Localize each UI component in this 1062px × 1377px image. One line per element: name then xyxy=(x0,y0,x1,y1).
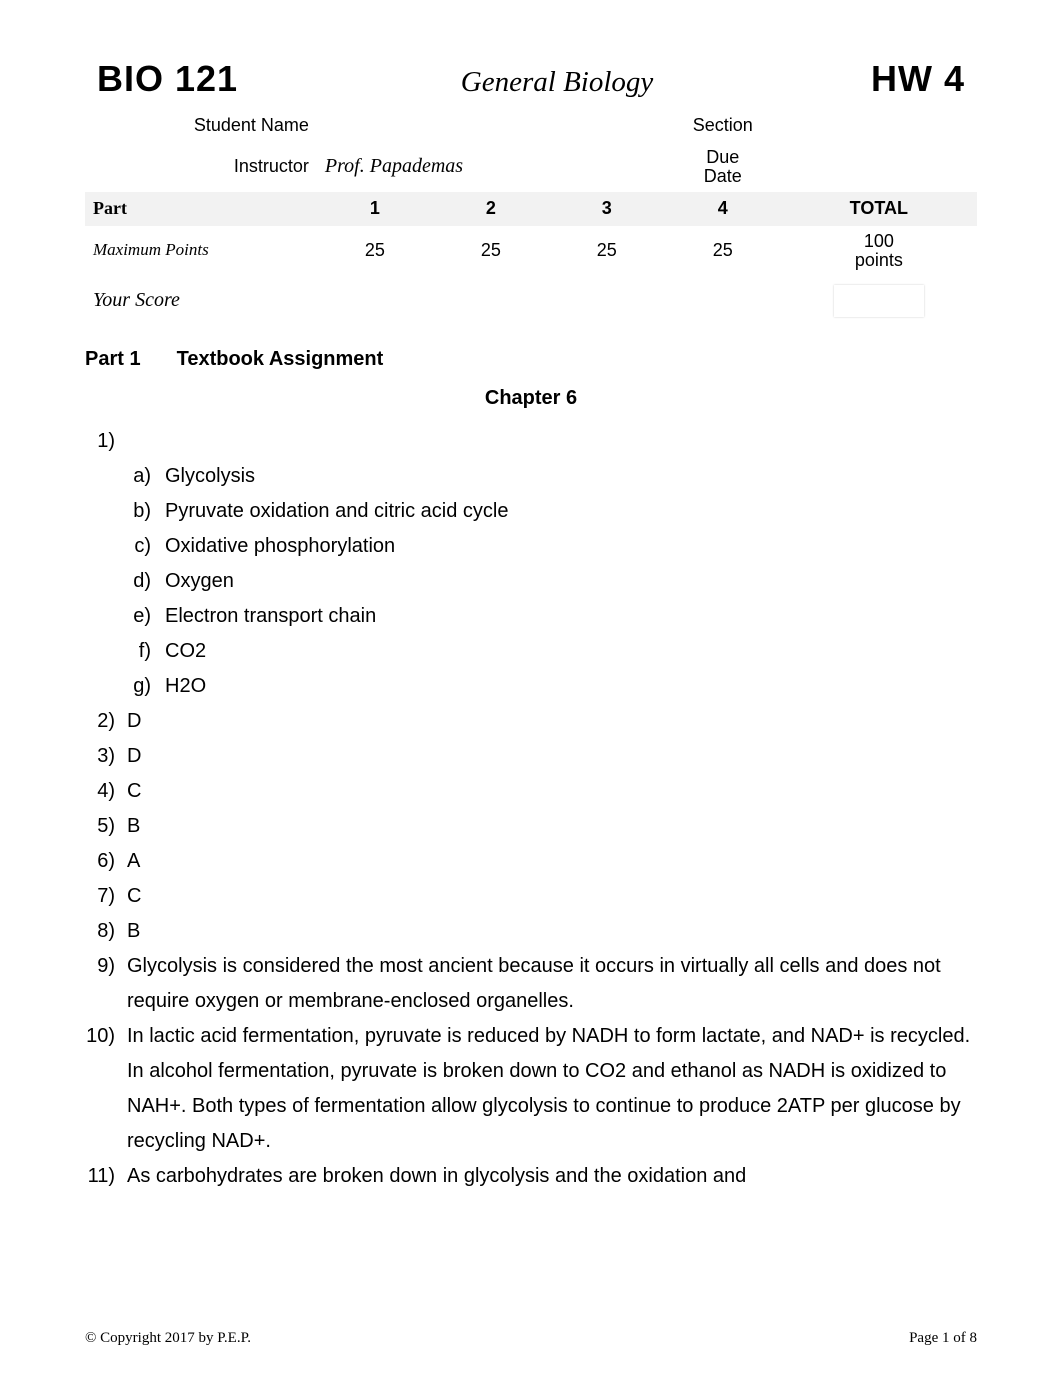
q11-number: 11) xyxy=(85,1159,127,1194)
course-title: General Biology xyxy=(340,66,774,99)
q1-sub-c: c)Oxidative phosphorylation xyxy=(85,529,977,564)
q1b-text: Pyruvate oxidation and citric acid cycle xyxy=(165,494,977,529)
part-col-1: 1 xyxy=(317,192,433,226)
header-grid: Student Name Section Instructor Prof. Pa… xyxy=(85,108,977,326)
instructor-value: Prof. Papademas xyxy=(317,142,665,192)
question-8: 8)B xyxy=(85,914,977,949)
due-label-line2: Date xyxy=(704,167,742,186)
header-top-row: BIO 121 General Biology HW 4 xyxy=(85,50,977,108)
q8-answer: B xyxy=(127,914,977,949)
q2-number: 2) xyxy=(85,704,127,739)
question-5: 5)B xyxy=(85,809,977,844)
copyright-text: © Copyright 2017 by P.E.P. xyxy=(85,1330,251,1347)
page-footer: © Copyright 2017 by P.E.P. Page 1 of 8 xyxy=(85,1330,977,1347)
question-3: 3)D xyxy=(85,739,977,774)
section-number: Part 1 xyxy=(85,348,141,371)
q1c-label: c) xyxy=(85,529,165,564)
q1-sub-b: b)Pyruvate oxidation and citric acid cyc… xyxy=(85,494,977,529)
score-4 xyxy=(665,276,781,326)
question-6: 6)A xyxy=(85,844,977,879)
q1f-label: f) xyxy=(85,634,165,669)
q1-body xyxy=(127,424,977,459)
q1g-text: H2O xyxy=(165,669,977,704)
score-total-cell xyxy=(781,276,977,326)
chapter-title: Chapter 6 xyxy=(85,387,977,410)
total-points-unit: points xyxy=(855,251,903,270)
part-label: Part xyxy=(85,192,317,226)
question-2: 2)D xyxy=(85,704,977,739)
q1d-text: Oxygen xyxy=(165,564,977,599)
q1-sub-d: d)Oxygen xyxy=(85,564,977,599)
section-heading: Part 1 Textbook Assignment xyxy=(85,346,977,373)
q1-sub-g: g)H2O xyxy=(85,669,977,704)
student-name-label: Student Name xyxy=(85,108,317,142)
max-points-label: Maximum Points xyxy=(85,226,317,276)
due-label-line1: Due xyxy=(706,148,739,167)
q1a-text: Glycolysis xyxy=(165,459,977,494)
q10-answer: In lactic acid fermentation, pyruvate is… xyxy=(127,1019,977,1159)
q9-number: 9) xyxy=(85,949,127,1019)
max-points-4: 25 xyxy=(665,226,781,276)
q1f-text: CO2 xyxy=(165,634,977,669)
your-score-label: Your Score xyxy=(85,276,317,326)
q1-number: 1) xyxy=(85,424,127,459)
course-code: BIO 121 xyxy=(97,58,340,100)
question-10: 10)In lactic acid fermentation, pyruvate… xyxy=(85,1019,977,1159)
q1d-label: d) xyxy=(85,564,165,599)
question-9: 9)Glycolysis is considered the most anci… xyxy=(85,949,977,1019)
question-11: 11)As carbohydrates are broken down in g… xyxy=(85,1159,977,1194)
instructor-label: Instructor xyxy=(85,142,317,192)
question-4: 4)C xyxy=(85,774,977,809)
q1c-text: Oxidative phosphorylation xyxy=(165,529,977,564)
q9-answer: Glycolysis is considered the most ancien… xyxy=(127,949,977,1019)
score-1 xyxy=(317,276,433,326)
page-number: Page 1 of 8 xyxy=(909,1330,977,1347)
q1g-label: g) xyxy=(85,669,165,704)
q6-number: 6) xyxy=(85,844,127,879)
q7-answer: C xyxy=(127,879,977,914)
q1-sub-a: a)Glycolysis xyxy=(85,459,977,494)
section-value xyxy=(781,108,977,142)
part-col-2: 2 xyxy=(433,192,549,226)
q1-sub-e: e)Electron transport chain xyxy=(85,599,977,634)
total-points: 100 points xyxy=(781,226,977,276)
q5-number: 5) xyxy=(85,809,127,844)
q1e-text: Electron transport chain xyxy=(165,599,977,634)
q1a-label: a) xyxy=(85,459,165,494)
score-total-box xyxy=(834,285,924,317)
score-3 xyxy=(549,276,665,326)
q10-number: 10) xyxy=(85,1019,127,1159)
assignment-header: BIO 121 General Biology HW 4 Student Nam… xyxy=(85,50,977,326)
q1-sub-f: f)CO2 xyxy=(85,634,977,669)
q8-number: 8) xyxy=(85,914,127,949)
q3-answer: D xyxy=(127,739,977,774)
part-col-3: 3 xyxy=(549,192,665,226)
q5-answer: B xyxy=(127,809,977,844)
homework-code: HW 4 xyxy=(774,58,965,100)
score-2 xyxy=(433,276,549,326)
answers-list: 1) a)Glycolysis b)Pyruvate oxidation and… xyxy=(85,424,977,1194)
section-title: Textbook Assignment xyxy=(177,348,384,371)
max-points-3: 25 xyxy=(549,226,665,276)
q1b-label: b) xyxy=(85,494,165,529)
max-points-1: 25 xyxy=(317,226,433,276)
part-total-label: TOTAL xyxy=(781,192,977,226)
total-points-value: 100 xyxy=(864,232,894,251)
part-col-4: 4 xyxy=(665,192,781,226)
q1e-label: e) xyxy=(85,599,165,634)
due-date-label: Due Date xyxy=(665,142,781,192)
q4-answer: C xyxy=(127,774,977,809)
q3-number: 3) xyxy=(85,739,127,774)
q6-answer: A xyxy=(127,844,977,879)
q11-answer: As carbohydrates are broken down in glyc… xyxy=(127,1159,977,1194)
section-label: Section xyxy=(665,108,781,142)
question-7: 7)C xyxy=(85,879,977,914)
q2-answer: D xyxy=(127,704,977,739)
max-points-2: 25 xyxy=(433,226,549,276)
student-name-value xyxy=(317,108,665,142)
q4-number: 4) xyxy=(85,774,127,809)
due-date-value xyxy=(781,142,977,192)
question-1: 1) xyxy=(85,424,977,459)
q7-number: 7) xyxy=(85,879,127,914)
